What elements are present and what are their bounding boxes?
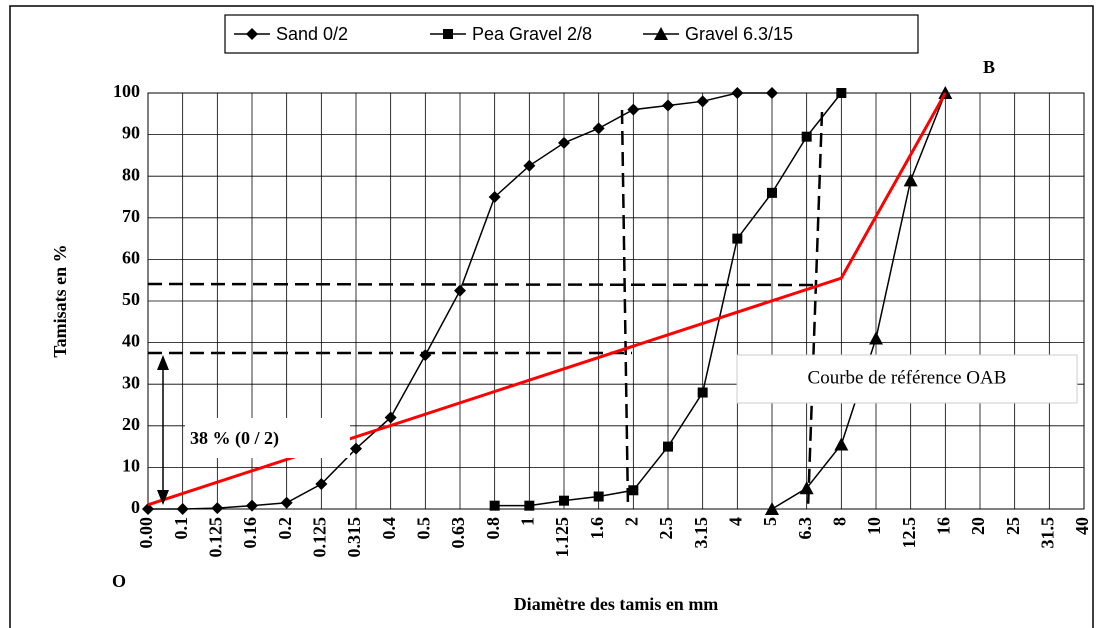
x-tick-label: 4	[725, 517, 745, 526]
marker	[662, 99, 674, 112]
x-tick-label: 1	[517, 517, 537, 526]
legend-label: Sand 0/2	[276, 24, 348, 44]
reference-line	[147, 92, 947, 507]
marker	[663, 441, 673, 452]
x-tick-label: 0.125	[205, 517, 225, 558]
x-tick-label: 0.63	[448, 517, 468, 549]
y-tick-label: 50	[122, 289, 140, 309]
y-tick-label: 30	[122, 372, 140, 392]
annotation: 38 % (0 / 2)	[190, 428, 279, 449]
x-tick-label: 6.3	[795, 517, 815, 540]
x-tick-label: 8	[829, 517, 849, 526]
marker	[731, 87, 744, 99]
legend	[224, 14, 919, 54]
y-tick-label: 0	[131, 497, 140, 517]
legend-label: Gravel 6.3/15	[685, 24, 793, 44]
x-tick-label: 12.5	[899, 517, 919, 549]
x-tick-label: 40	[1072, 517, 1092, 535]
marker	[732, 233, 743, 244]
x-tick-label: 0.125	[309, 517, 329, 558]
x-tick-label: 0.5	[413, 517, 433, 540]
legend-items: Sand 0/2 Pea Gravel 2/8 Gravel 6.3/15	[234, 24, 793, 44]
marker	[419, 349, 432, 362]
marker	[592, 122, 605, 135]
marker	[801, 131, 812, 142]
x-tick-label: 0.315	[344, 517, 364, 558]
y-tick-label: 100	[113, 81, 140, 101]
marker	[142, 503, 154, 515]
marker	[834, 437, 849, 451]
x-tick-label: 5	[760, 517, 780, 526]
marker	[489, 500, 500, 511]
legend-marker	[246, 28, 258, 40]
x-tick-label: 3.15	[691, 517, 711, 549]
y-axis-title: Tamisats en %	[50, 244, 70, 357]
origin-label: O	[112, 571, 126, 591]
marker	[280, 496, 293, 509]
frame	[9, 5, 1094, 628]
plot-area	[147, 92, 1085, 510]
marker	[836, 88, 847, 98]
y-tick-label: 20	[122, 414, 140, 434]
y-tick-label: 80	[122, 164, 140, 184]
marker	[697, 387, 708, 398]
marker	[765, 502, 779, 515]
x-tick-label: 0.16	[240, 517, 260, 549]
x-tick-label: 1.6	[587, 517, 607, 540]
marker	[767, 187, 777, 198]
x-tick-label: 0.00	[136, 517, 156, 549]
reference-label-box	[736, 354, 1078, 404]
marker	[350, 442, 362, 455]
point-label: B	[983, 57, 995, 77]
marker	[799, 481, 814, 495]
marker	[454, 284, 466, 297]
marker	[593, 491, 604, 502]
x-tick-label: 20	[968, 517, 988, 535]
x-tick-label: 0.8	[483, 517, 503, 540]
y-tick-label: 90	[122, 123, 140, 143]
y-tick-label: 10	[122, 456, 140, 476]
x-tick-label: 0.4	[379, 517, 399, 540]
marker	[903, 173, 918, 187]
legend-label: Pea Gravel 2/8	[472, 24, 592, 44]
y-tick-label: 70	[122, 206, 140, 226]
marker	[488, 191, 501, 203]
marker	[384, 411, 397, 424]
x-axis-title: Diamètre des tamis en mm	[514, 594, 719, 614]
marker	[246, 499, 258, 512]
legend-marker	[443, 29, 453, 39]
annotation-bg	[185, 418, 350, 458]
x-tick-label: 0.2	[275, 517, 295, 540]
x-tick-label: 2	[621, 517, 641, 526]
x-tick-label: 10	[864, 517, 884, 535]
marker	[559, 495, 569, 506]
x-tick-label: 16	[933, 517, 953, 535]
dashed-guides	[147, 109, 824, 510]
marker	[766, 87, 778, 99]
marker	[558, 136, 570, 149]
x-tick-label: 0.1	[171, 517, 191, 540]
x-tick-label: 2.5	[656, 517, 676, 540]
marker	[211, 502, 224, 515]
marker	[628, 485, 639, 496]
marker	[524, 500, 535, 511]
y-tick-label: 60	[122, 248, 140, 268]
marker	[176, 503, 189, 515]
reference-label: Courbe de référence OAB	[808, 367, 1007, 388]
legend-marker	[654, 27, 668, 40]
marker	[315, 478, 328, 491]
marker	[869, 331, 883, 345]
x-tick-label: 1.125	[552, 517, 572, 558]
x-tick-label: 25	[1003, 517, 1023, 535]
y-tick-label: 40	[122, 331, 140, 351]
marker	[938, 86, 953, 99]
marker	[627, 103, 640, 116]
x-tick-label: 31.5	[1037, 517, 1057, 549]
marker	[523, 159, 536, 172]
arrow-heads	[157, 355, 169, 505]
marker	[696, 95, 709, 108]
